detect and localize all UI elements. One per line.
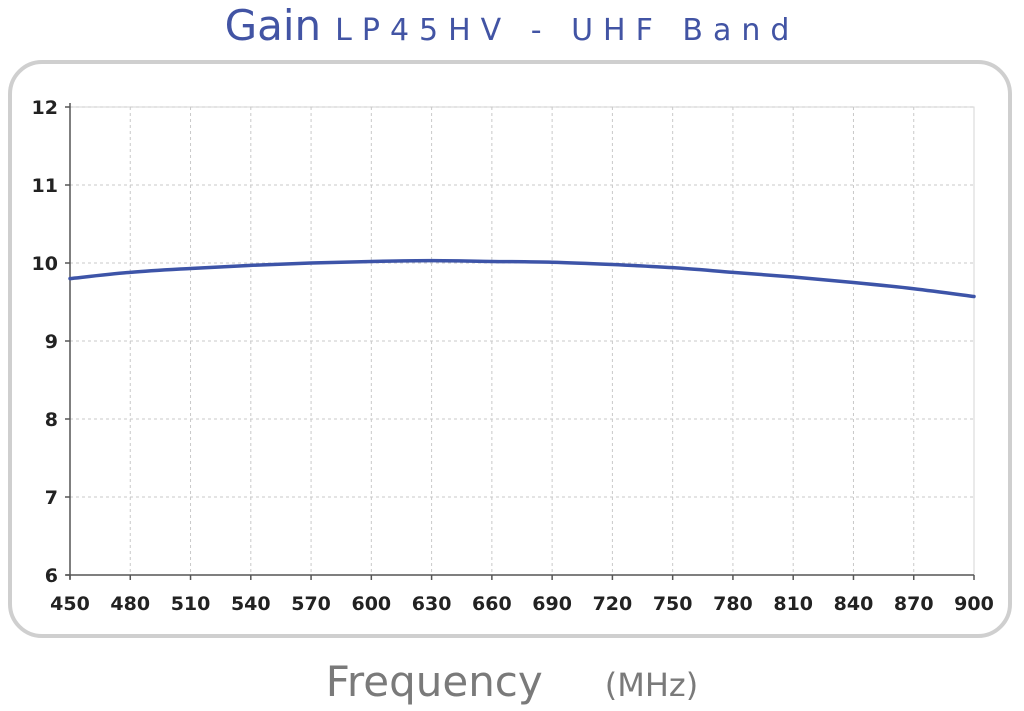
- x-tick-label: 510: [171, 593, 211, 615]
- x-tick-label: 780: [713, 593, 753, 615]
- series-line-gain: [68, 258, 976, 299]
- x-axis-title: Frequency: [325, 657, 543, 706]
- x-axis-unit: (MHz): [604, 666, 699, 704]
- x-axis-label: Frequency (MHz): [0, 656, 1024, 711]
- x-tick-label: 660: [472, 593, 512, 615]
- axes: [65, 103, 975, 580]
- x-tick-label: 840: [834, 593, 874, 615]
- x-tick-label: 570: [291, 593, 331, 615]
- x-tick-label: 870: [894, 593, 934, 615]
- grid-lines: [69, 106, 975, 576]
- y-tick-label: 12: [32, 97, 58, 119]
- y-tick-label: 11: [32, 175, 58, 197]
- y-tick-label: 6: [45, 565, 58, 587]
- chart-subtitle: LP45HV - UHF Band: [335, 13, 800, 48]
- x-tick-label: 690: [532, 593, 572, 615]
- chart-panel: [8, 60, 1012, 638]
- x-tick-label: 750: [653, 593, 693, 615]
- series-group: [68, 258, 976, 299]
- x-tick-label: 810: [773, 593, 813, 615]
- y-tick-label: 9: [45, 331, 58, 353]
- x-tick-label: 600: [351, 593, 391, 615]
- x-tick-label: 540: [231, 593, 271, 615]
- x-tick-label: 720: [593, 593, 633, 615]
- y-tick-label: 10: [32, 253, 58, 275]
- x-tick-label: 630: [412, 593, 452, 615]
- x-tick-label: 900: [954, 593, 994, 615]
- chart-title-main: Gain: [224, 1, 322, 50]
- x-tick-label: 480: [110, 593, 150, 615]
- y-tick-label: 7: [45, 487, 58, 509]
- y-tick-label: 8: [45, 409, 58, 431]
- x-tick-label: 450: [50, 593, 90, 615]
- x-tick-labels: 450 480 510 540 570 600 630 660 690 720 750 780 810 8…: [50, 593, 994, 615]
- y-tick-labels: 6 7 8 9 10 11 12: [32, 97, 58, 587]
- chart-title: Gain LP45HV - UHF Band: [0, 0, 1024, 56]
